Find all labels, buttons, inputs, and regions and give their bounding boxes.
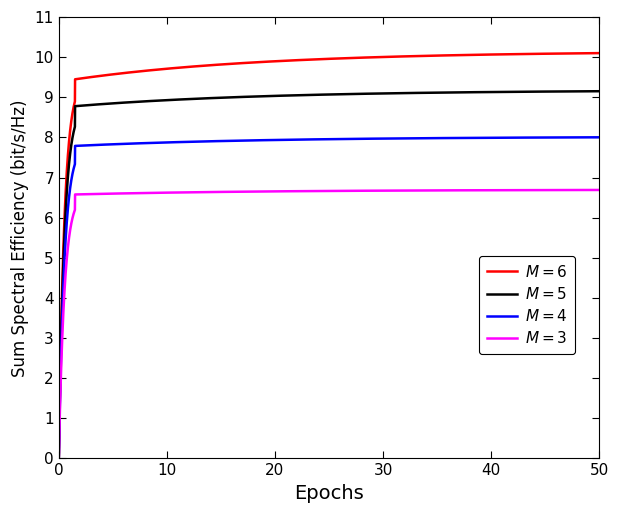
$M = 5$ (184, 96, 192, 102)
$M = 4$ (55, 455, 63, 462)
$M = 4$ (70, 166, 78, 172)
$M = 6$ (404, 53, 411, 60)
$M = 6$ (64, 146, 72, 152)
Line: $M = 6$: $M = 6$ (59, 53, 600, 458)
Y-axis label: Sum Spectral Efficiency (bit/s/Hz): Sum Spectral Efficiency (bit/s/Hz) (11, 99, 29, 377)
$M = 6$ (81, 75, 88, 81)
$M = 3$ (596, 187, 603, 193)
$M = 4$ (64, 200, 72, 207)
X-axis label: Epochs: Epochs (294, 484, 364, 503)
$M = 6$ (55, 455, 63, 462)
$M = 4$ (184, 139, 192, 145)
$M = 4$ (494, 135, 501, 141)
$M = 3$ (81, 191, 88, 197)
$M = 6$ (596, 50, 603, 56)
Line: $M = 5$: $M = 5$ (59, 91, 600, 458)
$M = 5$ (64, 168, 72, 174)
$M = 4$ (81, 142, 88, 149)
Line: $M = 3$: $M = 3$ (59, 190, 600, 458)
$M = 5$ (494, 89, 501, 95)
$M = 3$ (494, 187, 501, 193)
$M = 3$ (64, 240, 72, 246)
$M = 4$ (404, 135, 411, 141)
$M = 6$ (70, 104, 78, 110)
$M = 3$ (184, 189, 192, 195)
$M = 6$ (184, 64, 192, 70)
$M = 5$ (81, 102, 88, 108)
Line: $M = 4$: $M = 4$ (59, 137, 600, 458)
$M = 4$ (596, 134, 603, 140)
$M = 3$ (404, 188, 411, 194)
$M = 5$ (55, 455, 63, 462)
$M = 5$ (596, 88, 603, 94)
$M = 6$ (494, 51, 501, 58)
Legend: $M = 6$, $M = 5$, $M = 4$, $M = 3$: $M = 6$, $M = 5$, $M = 4$, $M = 3$ (479, 256, 575, 354)
$M = 3$ (70, 211, 78, 217)
$M = 5$ (70, 129, 78, 135)
$M = 3$ (55, 455, 63, 462)
$M = 5$ (404, 90, 411, 96)
